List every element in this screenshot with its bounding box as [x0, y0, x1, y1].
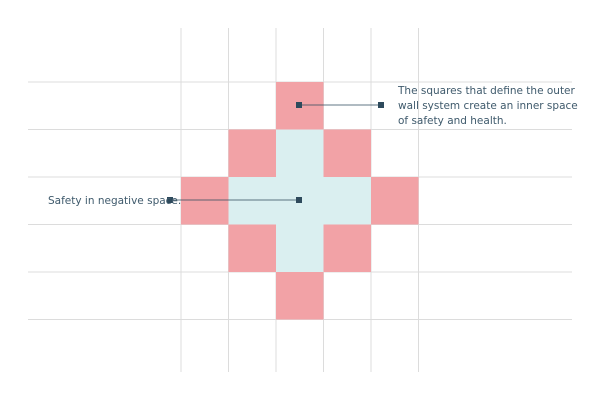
inner-space-square [276, 224, 324, 272]
inner-space-square [228, 177, 276, 225]
leader-lines [167, 102, 384, 203]
outer-wall-square [228, 224, 276, 272]
annotation-outer-wall: The squares that define the outer wall s… [398, 85, 578, 127]
outer-wall-square [228, 129, 276, 177]
leader-outer-wall-marker [378, 102, 384, 108]
leader-negative-space-marker [296, 197, 302, 203]
leader-outer-wall-marker [296, 102, 302, 108]
outer-wall-square [276, 272, 324, 320]
outer-wall-square [181, 177, 229, 225]
annotation-negative-space: Safety in negative space. [48, 195, 182, 207]
leader-negative-space-marker [167, 197, 173, 203]
outer-wall-square [323, 224, 371, 272]
inner-space-square [276, 129, 324, 177]
outer-wall-square [323, 129, 371, 177]
inner-space-square [323, 177, 371, 225]
outer-wall-square [371, 177, 419, 225]
